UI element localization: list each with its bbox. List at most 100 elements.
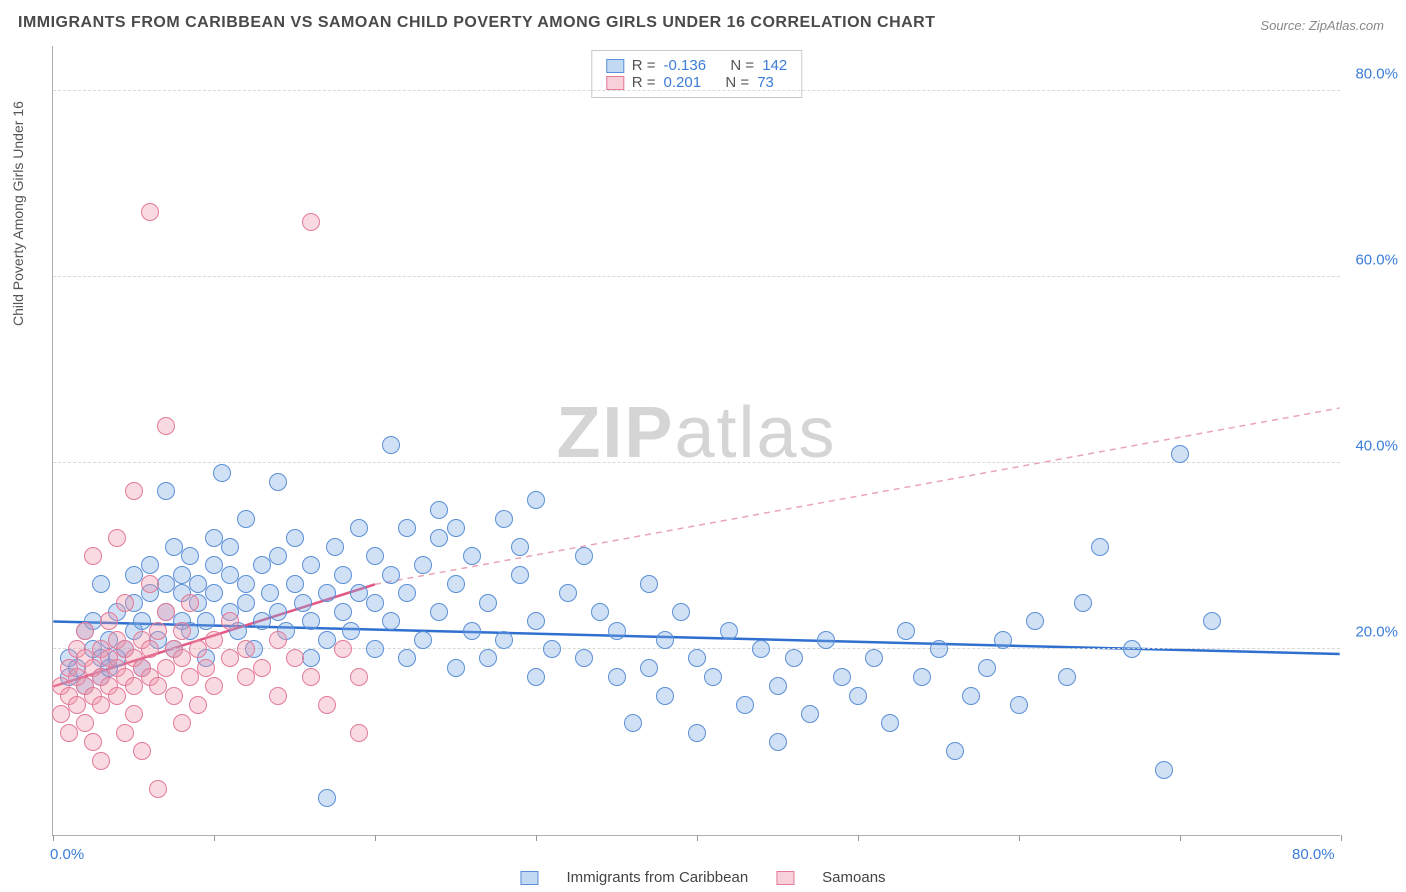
data-point [575,649,593,667]
data-point [833,668,851,686]
data-point [92,696,110,714]
data-point [479,649,497,667]
data-point [157,575,175,593]
n-label: N = [730,57,754,74]
data-point [1203,612,1221,630]
data-point [382,436,400,454]
x-tick [1180,835,1181,841]
data-point [269,547,287,565]
data-point [165,538,183,556]
data-point [133,742,151,760]
data-point [197,659,215,677]
data-point [318,789,336,807]
data-point [237,575,255,593]
data-point [463,622,481,640]
gridline [53,276,1340,277]
data-point [205,556,223,574]
data-point [688,724,706,742]
data-point [1155,761,1173,779]
data-point [116,594,134,612]
data-point [205,529,223,547]
data-point [197,612,215,630]
stats-row-series2: R = 0.201 N = 73 [606,74,787,91]
y-tick-label: 60.0% [1355,252,1398,269]
watermark-bold: ZIP [556,392,674,472]
data-point [382,566,400,584]
data-point [125,566,143,584]
data-point [76,714,94,732]
data-point [221,649,239,667]
y-tick-label: 80.0% [1355,66,1398,83]
watermark-light: atlas [674,392,836,472]
data-point [479,594,497,612]
data-point [205,631,223,649]
data-point [575,547,593,565]
data-point [253,659,271,677]
data-point [108,529,126,547]
data-point [261,584,279,602]
data-point [326,538,344,556]
data-point [269,687,287,705]
data-point [414,556,432,574]
data-point [141,203,159,221]
data-point [398,649,416,667]
x-tick [536,835,537,841]
data-point [269,631,287,649]
x-axis-max-label: 80.0% [1292,846,1335,863]
swatch-icon [606,59,624,73]
trend-line [375,408,1340,584]
data-point [672,603,690,621]
data-point [157,417,175,435]
data-point [173,714,191,732]
data-point [350,724,368,742]
data-point [946,742,964,760]
data-point [302,612,320,630]
data-point [116,724,134,742]
data-point [720,622,738,640]
data-point [189,575,207,593]
data-point [165,687,183,705]
data-point [237,640,255,658]
swatch-icon [520,871,538,885]
swatch-icon [606,76,624,90]
data-point [897,622,915,640]
data-point [366,594,384,612]
x-tick [53,835,54,841]
data-point [608,668,626,686]
data-point [1026,612,1044,630]
data-point [962,687,980,705]
x-tick [1019,835,1020,841]
data-point [237,594,255,612]
data-point [350,668,368,686]
data-point [527,612,545,630]
data-point [205,677,223,695]
data-point [930,640,948,658]
x-tick [1341,835,1342,841]
data-point [1123,640,1141,658]
data-point [302,668,320,686]
data-point [817,631,835,649]
x-axis-min-label: 0.0% [50,846,84,863]
y-tick-label: 20.0% [1355,624,1398,641]
data-point [302,649,320,667]
swatch-icon [776,871,794,885]
data-point [149,780,167,798]
data-point [237,510,255,528]
data-point [149,677,167,695]
data-point [76,622,94,640]
data-point [342,622,360,640]
x-tick [375,835,376,841]
data-point [559,584,577,602]
data-point [382,612,400,630]
data-point [68,696,86,714]
data-point [1010,696,1028,714]
data-point [414,631,432,649]
y-axis-label: Child Poverty Among Girls Under 16 [10,101,26,326]
data-point [286,529,304,547]
stats-row-series1: R = -0.136 N = 142 [606,57,787,74]
data-point [269,473,287,491]
data-point [769,677,787,695]
trendlines-layer [53,46,1340,835]
data-point [181,668,199,686]
data-point [527,491,545,509]
